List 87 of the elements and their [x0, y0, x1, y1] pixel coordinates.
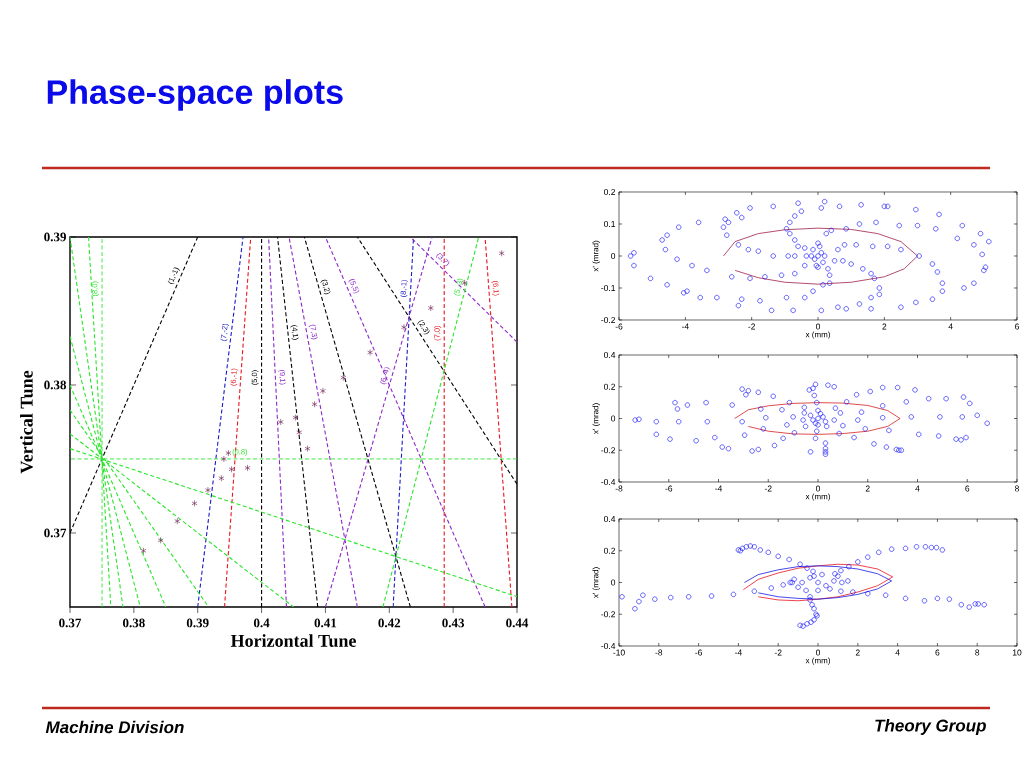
point [340, 374, 347, 381]
y-tick-label: 0.4 [603, 516, 616, 523]
y-tick-label: -0.2 [601, 447, 616, 454]
x-tick-label: 0.41 [314, 618, 337, 628]
point [296, 429, 303, 436]
y-tick-label: 0 [611, 415, 616, 422]
x-tick-label: 6 [1015, 323, 1020, 330]
x-tick-label: 6 [935, 649, 940, 656]
point [228, 466, 235, 473]
y-tick-label: 0 [611, 579, 616, 586]
x-tick-label: -2 [774, 649, 782, 656]
x-tick-label: 4 [895, 649, 900, 656]
x-tick-label: 0.4 [253, 618, 270, 628]
x-tick-label: 8 [975, 649, 980, 656]
x-tick-label: 0.38 [122, 618, 145, 628]
y-tick-label: -0.1 [601, 284, 616, 291]
y-tick-label: 0.2 [603, 383, 616, 390]
x-tick-label: -10 [613, 649, 625, 656]
x-tick-label: 2 [855, 649, 860, 656]
y-tick-label: -0.4 [601, 478, 616, 485]
x-tick-label: -6 [695, 649, 703, 656]
y-tick-label: 0.1 [603, 220, 616, 227]
x-tick-label: 0.43 [442, 618, 465, 628]
y-tick-label: -0.4 [601, 643, 616, 649]
point [221, 455, 227, 463]
point [191, 500, 198, 507]
x-tick-label: -2 [748, 323, 756, 330]
x-axis-title: Horizontal Tune [230, 634, 356, 647]
y-tick-label: 0.38 [44, 380, 67, 390]
point [244, 464, 251, 472]
point [205, 486, 211, 494]
point [427, 304, 434, 312]
point [157, 537, 164, 544]
x-tick-label: -6 [665, 485, 673, 492]
y-tick-label: 0.2 [603, 547, 616, 554]
x-tick-label: 4 [915, 485, 920, 492]
x-tick-label: 0.39 [186, 618, 209, 628]
y-axis-title: x' (mrad) [592, 567, 600, 599]
point [304, 445, 311, 452]
y-tick-label: 0.37 [44, 528, 67, 538]
x-tick-label: 0 [815, 485, 821, 492]
point [311, 400, 318, 408]
chart-title: Phase-space plots [47, 79, 343, 111]
x-tick-label: 0 [815, 323, 821, 330]
point [401, 323, 407, 331]
point [367, 349, 374, 356]
x-tick-label: 0.42 [378, 618, 401, 628]
y-tick-label: 0 [611, 252, 616, 259]
x-tick-label: 0.44 [506, 618, 529, 628]
x-tick-label: -8 [615, 485, 623, 492]
point [277, 418, 284, 426]
x-axis-title: x (mm) [805, 493, 830, 501]
x-tick-label: -4 [735, 649, 742, 656]
x-tick-label: -4 [715, 485, 723, 492]
point [498, 249, 505, 257]
point [218, 474, 225, 482]
point [140, 547, 147, 555]
x-tick-label: 2 [865, 485, 870, 492]
y-tick-label: 0.39 [44, 232, 67, 242]
x-tick-label: 0 [815, 649, 821, 656]
x-tick-label: -2 [764, 485, 772, 492]
line-series [734, 402, 901, 435]
x-tick-label: 10 [1012, 649, 1022, 656]
x-tick-label: 4 [948, 323, 953, 330]
point [319, 387, 326, 395]
point [174, 517, 181, 525]
y-tick-label: -0.2 [601, 611, 616, 618]
x-tick-label: 2 [882, 323, 887, 330]
x-tick-label: 6 [965, 485, 970, 492]
point [292, 414, 299, 421]
line-series [723, 227, 918, 285]
point [225, 449, 232, 457]
text: Theory Group [875, 719, 986, 735]
x-tick-label: 0.37 [59, 618, 82, 628]
x-tick-label: -8 [655, 649, 663, 656]
x-tick-label: -6 [615, 323, 623, 330]
y-tick-label: 0.4 [603, 352, 616, 359]
x-axis-title: x (mm) [805, 657, 830, 665]
y-axis-title: x' (mrad) [592, 403, 600, 435]
y-axis-title: x' (mrad) [592, 240, 600, 272]
y-axis-title: Vertical Tune [20, 370, 33, 474]
text: Machine Division [45, 720, 184, 734]
x-tick-label: 8 [1015, 485, 1020, 492]
y-tick-label: 0.2 [603, 188, 616, 195]
y-tick-label: -0.2 [601, 316, 616, 323]
x-axis-title: x (mm) [805, 331, 830, 339]
x-tick-label: -4 [681, 323, 689, 330]
